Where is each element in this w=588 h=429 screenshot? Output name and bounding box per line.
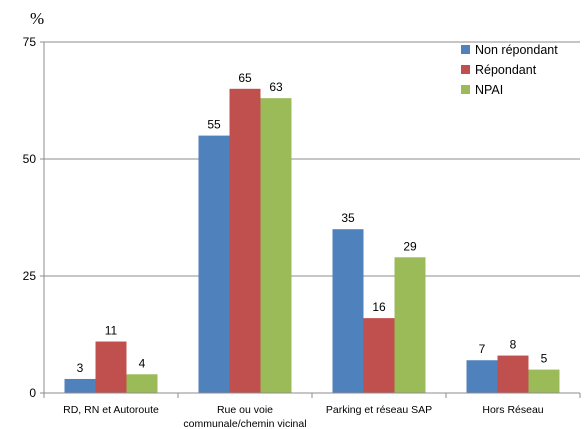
legend: Non répondant Répondant NPAI xyxy=(461,43,558,97)
bar xyxy=(394,257,426,393)
data-label: 5 xyxy=(541,352,548,366)
bar xyxy=(126,374,158,393)
bar xyxy=(260,98,292,393)
data-label: 3 xyxy=(77,361,84,375)
data-label: 16 xyxy=(372,300,386,314)
data-label: 8 xyxy=(510,338,517,352)
legend-label: Répondant xyxy=(475,63,537,77)
data-label: 35 xyxy=(341,211,355,225)
x-category-label: Parking et réseau SAP xyxy=(326,404,432,416)
bar xyxy=(229,88,261,394)
gridlines xyxy=(44,41,580,277)
data-label: 29 xyxy=(403,239,417,253)
x-category-label-line: RD, RN et Autoroute xyxy=(63,404,159,416)
bar xyxy=(528,369,560,393)
data-label: 7 xyxy=(479,342,486,356)
legend-swatch xyxy=(461,45,470,54)
bars-group xyxy=(64,88,560,394)
data-label: 55 xyxy=(207,118,221,132)
data-label: 11 xyxy=(105,324,118,338)
x-category-label: Hors Réseau xyxy=(482,404,543,416)
x-category-label-line: Hors Réseau xyxy=(482,404,543,416)
data-label: 4 xyxy=(139,356,146,370)
x-category-label: RD, RN et Autoroute xyxy=(63,404,159,416)
bar xyxy=(198,135,230,393)
data-label: 65 xyxy=(238,71,252,85)
legend-label: NPAI xyxy=(475,83,503,97)
bar xyxy=(466,360,498,393)
y-axis-unit-label: % xyxy=(30,9,44,28)
legend-swatch xyxy=(461,85,470,94)
y-tick-label: 75 xyxy=(23,35,37,49)
x-category-label: Rue ou voie communale/chemin vicinal xyxy=(183,404,306,429)
bar xyxy=(95,341,127,393)
x-category-label-line: communale/chemin vicinal xyxy=(183,418,306,429)
x-category-label-line: Parking et réseau SAP xyxy=(326,404,432,416)
y-tick-label: 25 xyxy=(23,269,37,283)
y-tick-label: 0 xyxy=(29,386,36,400)
data-labels-group: 3 11 4 55 65 63 35 16 29 7 8 5 xyxy=(77,71,548,375)
y-tick-label: 50 xyxy=(23,152,37,166)
bar xyxy=(64,378,96,393)
legend-swatch xyxy=(461,65,470,74)
bar xyxy=(332,229,364,393)
x-category-label-line: Rue ou voie xyxy=(217,404,273,416)
data-label: 63 xyxy=(269,80,283,94)
bar xyxy=(497,355,529,393)
bar xyxy=(363,318,395,393)
legend-label: Non répondant xyxy=(475,43,558,57)
